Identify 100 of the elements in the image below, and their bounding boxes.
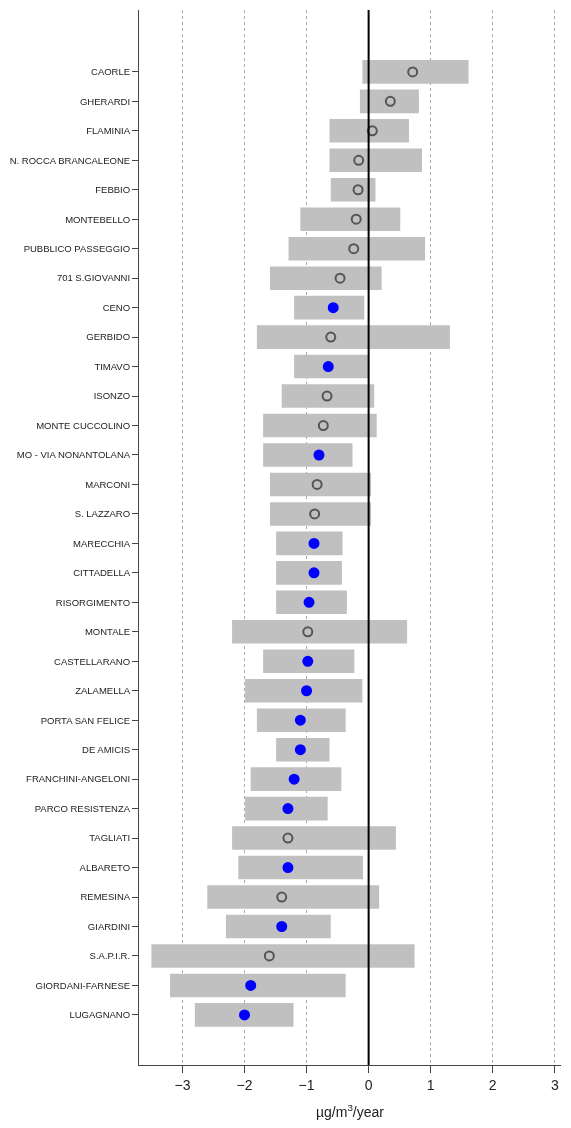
- point: [311, 478, 323, 490]
- point: [308, 537, 320, 549]
- y-tick-label: N. ROCCA BRANCALEONE: [9, 154, 131, 166]
- y-tick-label: MARCONI: [85, 478, 131, 490]
- point: [334, 272, 346, 284]
- bar: [276, 590, 347, 615]
- point: [294, 714, 306, 726]
- point: [245, 979, 257, 991]
- bar: [281, 384, 375, 408]
- point: [282, 803, 294, 815]
- y-tick-label: MONTALE: [84, 626, 131, 638]
- y-tick-label: GIARDINI: [87, 920, 131, 932]
- bar: [294, 295, 365, 320]
- x-tick-label: 3: [550, 1076, 559, 1093]
- y-tick-label: MO - VIA NONANTOLANA: [16, 449, 131, 461]
- point: [322, 361, 334, 373]
- x-tick-label: 0: [364, 1076, 373, 1093]
- bar: [170, 973, 346, 998]
- bar: [151, 944, 415, 968]
- y-tick-label: CITTADELLA: [73, 567, 131, 579]
- x-tick-label: 1: [426, 1076, 435, 1093]
- bar: [238, 855, 364, 880]
- y-tick-label: TIMAVO: [94, 360, 131, 372]
- bar: [276, 737, 330, 762]
- bar: [329, 148, 422, 173]
- point: [301, 685, 313, 697]
- y-tick-label: MONTEBELLO: [65, 213, 131, 225]
- y-tick-label: PORTA SAN FELICE: [40, 714, 131, 726]
- bar: [256, 325, 450, 349]
- y-tick-label: FRANCHINI-ANGELONI: [26, 773, 131, 785]
- y-tick-label: REMESINA: [80, 891, 131, 903]
- bar: [232, 826, 396, 850]
- point: [321, 390, 333, 402]
- y-tick-label: FEBBIO: [95, 184, 131, 196]
- y-tick-label: FLAMINIA: [86, 125, 131, 137]
- bar: [359, 89, 419, 114]
- bar: [194, 1003, 294, 1027]
- y-tick-label: ISONZO: [93, 390, 131, 402]
- y-tick-label: TAGLIATI: [89, 832, 131, 844]
- y-tick-label: S.A.P.I.R.: [89, 950, 131, 962]
- bar: [329, 119, 409, 143]
- point: [276, 891, 288, 903]
- point: [350, 213, 362, 225]
- bar: [225, 914, 331, 939]
- bar: [300, 207, 401, 232]
- point: [282, 832, 294, 844]
- y-tick-label: GHERARDI: [79, 95, 131, 107]
- y-tick-label: 701 S.GIOVANNI: [56, 272, 131, 284]
- point: [309, 508, 321, 520]
- bar: [263, 413, 377, 438]
- point: [348, 243, 360, 255]
- y-tick-label: LUGAGNANO: [69, 1009, 131, 1021]
- bar: [250, 767, 342, 791]
- point: [288, 773, 300, 785]
- point: [313, 449, 325, 461]
- bar: [232, 620, 408, 644]
- bar: [276, 561, 342, 585]
- point: [317, 420, 329, 432]
- point: [325, 331, 337, 343]
- point: [276, 920, 288, 932]
- point: [302, 655, 314, 667]
- x-axis-title: µg/m$^{3}$/year: [316, 1102, 385, 1121]
- bar: [288, 236, 426, 261]
- point: [327, 302, 339, 314]
- bar: [362, 60, 469, 84]
- x-tick-label: −3: [174, 1076, 191, 1093]
- point: [353, 154, 365, 166]
- y-tick-label: PUBBLICO PASSEGGIO: [23, 243, 131, 255]
- bar: [207, 885, 380, 909]
- bar: [276, 531, 343, 556]
- bar: [269, 266, 382, 290]
- x-tick-label: −2: [236, 1076, 253, 1093]
- y-tick-label: S. LAZZARO: [74, 508, 131, 520]
- y-tick-label: DE AMICIS: [82, 744, 131, 756]
- point: [366, 125, 378, 137]
- bar: [263, 443, 353, 467]
- point: [294, 744, 306, 756]
- point: [239, 1009, 250, 1021]
- bar: [245, 678, 363, 703]
- bar: [263, 649, 355, 674]
- point: [384, 95, 396, 107]
- y-tick-label: ALBARETO: [79, 861, 131, 873]
- point: [263, 950, 275, 962]
- y-tick-label: CAORLE: [91, 66, 131, 78]
- y-tick-label: GERBIDO: [86, 331, 131, 343]
- y-tick-label: CENO: [102, 301, 131, 313]
- y-tick-label: MONTE CUCCOLINO: [36, 419, 131, 431]
- y-tick-label: RISORGIMENTO: [55, 596, 131, 608]
- bar: [269, 502, 372, 526]
- point: [303, 596, 315, 608]
- point: [407, 66, 419, 78]
- bar: [269, 472, 372, 497]
- point: [302, 626, 314, 638]
- bar: [294, 354, 369, 379]
- point: [282, 862, 294, 874]
- x-tick-label: −1: [298, 1076, 315, 1093]
- bar: [245, 796, 328, 821]
- x-tick-label: 2: [488, 1076, 497, 1093]
- y-tick-label: MARECCHIA: [73, 537, 131, 549]
- point: [308, 567, 320, 579]
